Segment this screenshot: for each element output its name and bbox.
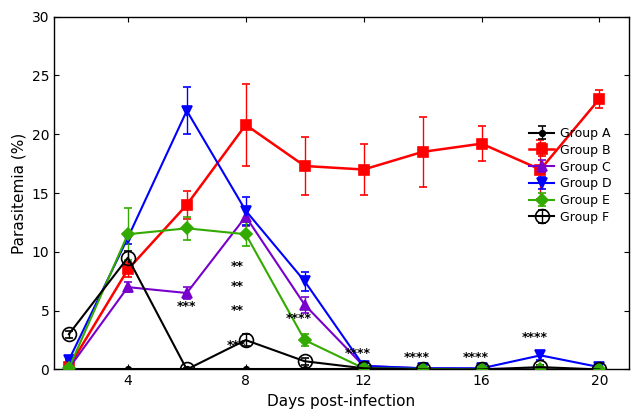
Y-axis label: Parasitemia (%): Parasitemia (%) [11, 132, 26, 254]
Text: **: ** [230, 280, 243, 293]
Text: **: ** [230, 260, 243, 273]
Text: ****: **** [345, 347, 371, 360]
Text: ****: **** [286, 312, 312, 325]
X-axis label: Days post-infection: Days post-infection [268, 394, 415, 409]
Text: ****: **** [522, 331, 548, 344]
Legend: Group A, Group B, Group C, Group D, Group E, Group F: Group A, Group B, Group C, Group D, Grou… [524, 122, 617, 229]
Text: ***: *** [177, 300, 196, 313]
Text: **: ** [230, 304, 243, 317]
Text: ****: **** [463, 351, 488, 364]
Text: ****: **** [404, 351, 429, 364]
Text: ***: *** [227, 339, 246, 352]
